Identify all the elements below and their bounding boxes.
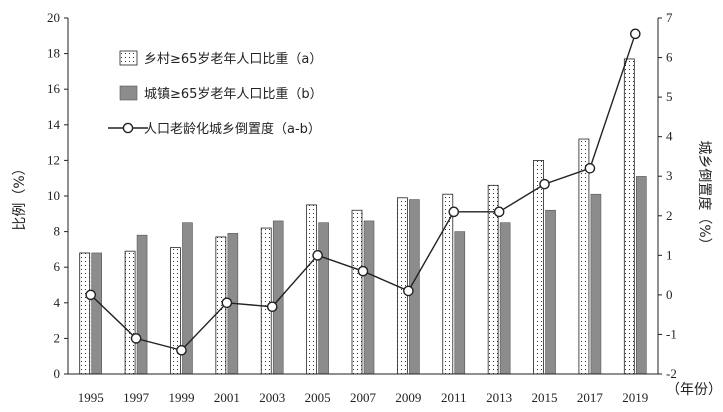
x-tick-label: 1995	[78, 390, 104, 405]
y-tick-label: 14	[47, 117, 61, 132]
bar-urban	[545, 209, 556, 375]
bar-rural	[260, 227, 272, 375]
bar-rural	[351, 209, 363, 375]
legend-label: 乡村≥65岁老年人口比重（a）	[144, 51, 322, 67]
line-point	[493, 206, 505, 218]
x-tick-label: 2017	[577, 390, 604, 405]
legend-swatch-rural	[119, 50, 138, 66]
y-tick-label: 8	[54, 224, 61, 239]
line-point	[539, 178, 550, 190]
bar-urban	[363, 220, 375, 375]
line-point	[357, 265, 369, 277]
bar-urban	[272, 220, 284, 375]
y-tick-label: 12	[47, 152, 60, 167]
y-tick-label: 6	[54, 259, 61, 274]
y2-tick-label: 6	[666, 50, 673, 65]
legend-swatch-marker	[122, 122, 134, 134]
line-point	[266, 301, 278, 313]
x-tick-label: 2013	[486, 390, 512, 405]
bar-urban	[590, 193, 602, 375]
y2-tick-label: 2	[666, 208, 673, 223]
legend-label: 城镇≥65岁老年人口比重（b）	[144, 86, 323, 102]
bar-rural	[396, 197, 408, 375]
line-point	[584, 163, 596, 174]
line-layer	[85, 28, 641, 356]
y2-tick-label: 4	[666, 129, 673, 144]
bar-rural	[170, 247, 181, 375]
x-tick-label: 1999	[168, 390, 194, 405]
bar-urban	[636, 176, 647, 375]
bars-layer	[79, 58, 647, 375]
y2-tick-label: 5	[666, 89, 673, 104]
y2-tick-label: 7	[666, 10, 673, 25]
bar-urban	[454, 231, 466, 375]
bar-rural	[306, 204, 318, 375]
bar-urban	[91, 252, 102, 375]
y-tick-label: 18	[47, 46, 60, 61]
line-point	[312, 250, 323, 261]
x-unit-label: （年份）	[666, 382, 722, 398]
bar-urban	[318, 222, 329, 375]
legend-swatch-urban	[119, 85, 138, 101]
x-tick-label: 2003	[259, 390, 285, 405]
x-tick-label: 2019	[622, 390, 648, 405]
y-tick-label: 16	[47, 81, 61, 96]
y-tick-label: 4	[54, 295, 61, 310]
x-tick-label: 2011	[441, 390, 467, 405]
line-point	[85, 289, 96, 301]
line-point	[130, 333, 142, 344]
y2-tick-label: 0	[666, 287, 673, 302]
bar-rural	[623, 58, 635, 375]
x-tick-label: 1997	[123, 390, 150, 405]
x-tick-label: 2001	[214, 390, 240, 405]
line-point	[403, 285, 414, 297]
bar-rural	[578, 138, 590, 375]
line-point	[448, 206, 460, 218]
bar-urban	[499, 222, 511, 375]
bar-rural	[79, 252, 91, 375]
y-tick-label: 20	[47, 10, 60, 25]
y2-tick-label: 3	[666, 168, 673, 183]
x-tick-label: 2005	[305, 390, 331, 405]
line-point	[176, 344, 187, 356]
y-axis-title: 比例（%）	[12, 161, 28, 230]
bar-rural	[124, 250, 136, 375]
x-tick-label: 2009	[395, 390, 421, 405]
legend: 乡村≥65岁老年人口比重（a） 城镇≥65岁老年人口比重（b） 人口老龄化城乡倒置度…	[108, 50, 323, 137]
bar-urban	[136, 234, 148, 375]
legend-label: 人口老龄化城乡倒置度（a-b）	[144, 121, 321, 137]
y-tick-label: 10	[47, 188, 60, 203]
line-point	[630, 28, 641, 40]
y-tick-label: 2	[54, 330, 61, 345]
y2-tick-label: 1	[666, 247, 673, 262]
x-tick-label: 2007	[350, 390, 377, 405]
y2-tick-label: -2	[666, 366, 677, 381]
x-tick-label: 2015	[532, 390, 558, 405]
line-point	[221, 297, 233, 309]
y2-axis-title: 城乡倒置度（%）	[696, 140, 712, 251]
y-tick-label: 0	[54, 366, 61, 381]
y2-tick-label: -1	[666, 326, 677, 341]
bar-rural	[533, 159, 544, 375]
